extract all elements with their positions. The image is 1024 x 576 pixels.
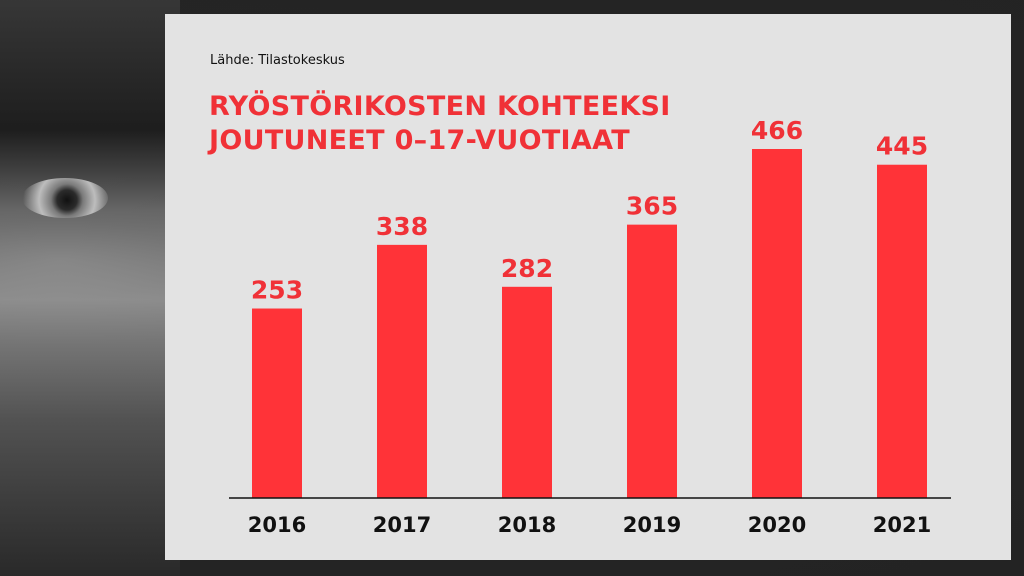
chart-panel: Lähde: Tilastokeskus RYÖSTÖRIKOSTEN KOHT… <box>165 14 1011 560</box>
bar-2018 <box>502 286 552 498</box>
x-tick-label-2021: 2021 <box>873 513 931 537</box>
bar-2017 <box>377 244 427 498</box>
data-label-2019: 365 <box>626 192 678 221</box>
background-photo-eye <box>22 178 108 218</box>
chart-title-line-1: RYÖSTÖRIKOSTEN KOHTEEKSI <box>209 91 671 122</box>
x-tick-label-2016: 2016 <box>248 513 306 537</box>
x-tick-label-2017: 2017 <box>373 513 431 537</box>
bar-2019 <box>627 224 677 498</box>
bar-2021 <box>877 164 927 498</box>
data-label-2017: 338 <box>376 212 428 241</box>
x-tick-label-2020: 2020 <box>748 513 806 537</box>
data-label-2021: 445 <box>876 132 928 161</box>
chart-title-line-2: JOUTUNEET 0–17-VUOTIAAT <box>209 125 630 156</box>
x-tick-label-2019: 2019 <box>623 513 681 537</box>
background-photo <box>0 0 180 576</box>
bar-2016 <box>252 308 302 498</box>
chart-title: RYÖSTÖRIKOSTEN KOHTEEKSI JOUTUNEET 0–17-… <box>209 90 671 158</box>
data-label-2016: 253 <box>251 276 303 305</box>
x-tick-label-2018: 2018 <box>498 513 556 537</box>
bar-2020 <box>752 149 802 498</box>
chart-source: Lähde: Tilastokeskus <box>210 53 345 68</box>
bar-chart: 253 2016 338 2017 282 2018 365 2019 466 2020 445 20… <box>229 116 951 537</box>
data-label-2020: 466 <box>751 116 803 145</box>
data-label-2018: 282 <box>501 254 553 283</box>
